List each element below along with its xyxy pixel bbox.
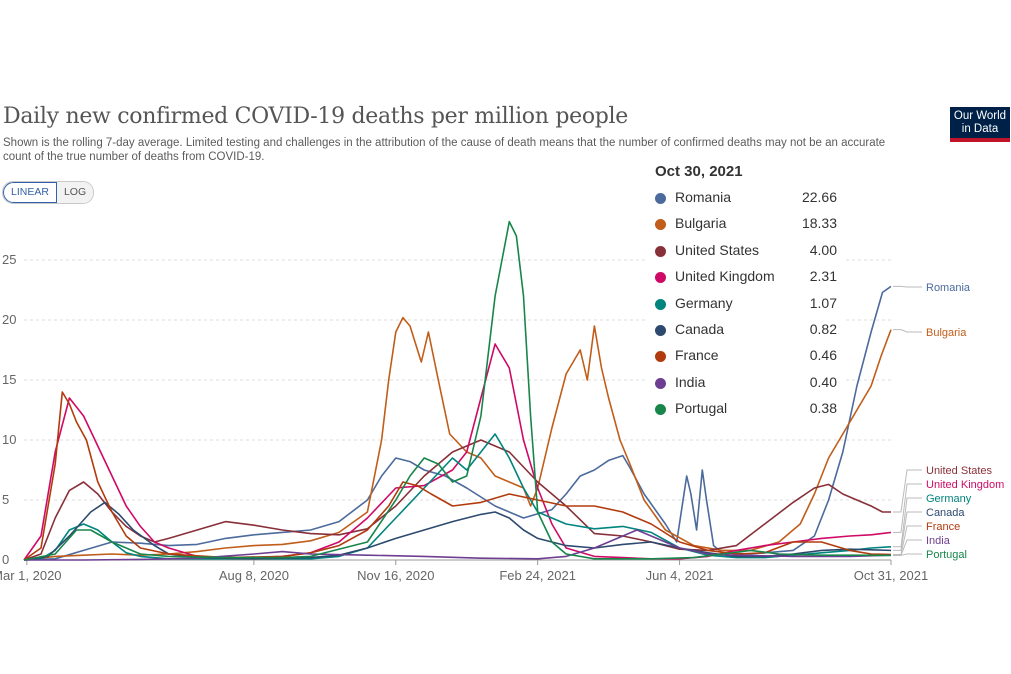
tooltip-value: 0.40 (809, 373, 837, 390)
legend-dot-icon (655, 298, 666, 310)
tooltip-row: Canada 0.82 (655, 320, 837, 340)
tooltip-row: Portugal 0.38 (655, 399, 837, 419)
linear-scale-button[interactable]: LINEAR (3, 182, 57, 203)
tooltip-value: 1.07 (809, 294, 837, 311)
tooltip-value: 4.00 (809, 241, 837, 258)
legend-dot-icon (655, 377, 666, 389)
logo-line-2: in Data (961, 123, 999, 135)
scale-toggle: LINEAR LOG (2, 181, 95, 204)
tooltip: Oct 30, 2021 Romania 22.66 Bulgaria 18.33 Un… (646, 155, 846, 425)
legend-dot-icon (655, 404, 666, 416)
end-label: Portugal (926, 549, 967, 561)
end-label: Romania (926, 282, 971, 294)
tooltip-row: France 0.46 (655, 346, 837, 366)
x-tick-label: Oct 31, 2021 (854, 568, 928, 583)
tooltip-country: Bulgaria (675, 215, 727, 232)
legend-dot-icon (655, 193, 666, 204)
tooltip-country: Portugal (675, 400, 728, 417)
chart-title: Daily new confirmed COVID-19 deaths per … (3, 104, 629, 129)
y-tick-label: 5 (2, 492, 9, 507)
x-tick-label: Nov 16, 2020 (357, 568, 434, 583)
end-label-connector (893, 497, 922, 548)
end-label-connector (893, 525, 922, 555)
x-tick-label: Aug 8, 2020 (219, 568, 289, 583)
tooltip-country: Canada (675, 321, 725, 337)
tooltip-value: 22.66 (801, 189, 837, 205)
tooltip-value: 0.46 (809, 347, 837, 364)
tooltip-row: India 0.40 (655, 373, 837, 393)
legend-dot-icon (655, 351, 666, 363)
x-tick-label: Mar 1, 2020 (0, 568, 62, 583)
x-tick-label: Feb 24, 2021 (499, 568, 576, 583)
tooltip-date: Oct 30, 2021 (655, 163, 743, 180)
x-tick-label: Jun 4, 2021 (646, 568, 714, 583)
end-label: France (926, 521, 960, 533)
tooltip-country: United Kingdom (675, 268, 775, 285)
y-tick-label: 15 (2, 372, 16, 387)
log-scale-button[interactable]: LOG (56, 182, 94, 203)
end-label: Germany (926, 493, 972, 505)
logo-line-1: Our World (953, 110, 1007, 122)
series-line-canada (23, 501, 892, 561)
tooltip-row: Bulgaria 18.33 (655, 214, 837, 234)
tooltip-value: 0.38 (809, 400, 837, 417)
end-label-connector (893, 553, 922, 556)
legend-dot-icon (655, 219, 666, 231)
y-tick-label: 20 (2, 312, 16, 327)
chart-subtitle: Shown is the rolling 7-day average. Limi… (3, 137, 886, 163)
end-label: Canada (926, 507, 965, 519)
legend-dot-icon (655, 245, 666, 257)
tooltip-row: Germany 1.07 (655, 294, 837, 314)
end-label-connector (893, 483, 922, 533)
tooltip-country: Romania (675, 189, 732, 205)
tooltip-row: Romania 22.66 (655, 188, 837, 208)
y-tick-label: 0 (2, 552, 9, 567)
end-label-connector (893, 469, 922, 513)
tooltip-country: India (675, 373, 706, 390)
y-tick-label: 25 (2, 252, 16, 267)
tooltip-row: United States 4.00 (655, 241, 837, 261)
tooltip-country: United States (675, 241, 760, 258)
end-label: United States (926, 465, 993, 477)
end-label: India (926, 535, 951, 547)
series-line-portugal (23, 220, 892, 561)
end-label-connector (893, 329, 922, 333)
legend-dot-icon (655, 325, 666, 336)
tooltip-country: France (675, 347, 719, 364)
tooltip-value: 0.82 (809, 321, 837, 337)
end-label: Bulgaria (926, 327, 967, 339)
end-label: United Kingdom (926, 479, 1004, 491)
legend-dot-icon (655, 272, 666, 284)
tooltip-value: 2.31 (809, 268, 837, 285)
tooltip-value: 18.33 (801, 215, 837, 232)
end-label-connector (893, 539, 922, 556)
y-tick-label: 10 (2, 432, 16, 447)
end-label-connector (893, 285, 922, 288)
owid-logo[interactable]: Our World in Data (950, 107, 1010, 142)
end-label-connector (893, 511, 922, 551)
tooltip-country: Germany (675, 294, 733, 311)
tooltip-row: United Kingdom 2.31 (655, 267, 837, 287)
